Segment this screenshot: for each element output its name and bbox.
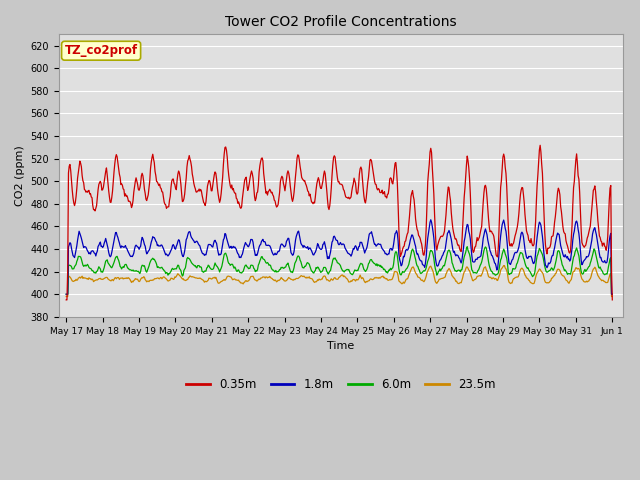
Y-axis label: CO2 (ppm): CO2 (ppm) [15, 145, 25, 206]
Legend: 0.35m, 1.8m, 6.0m, 23.5m: 0.35m, 1.8m, 6.0m, 23.5m [181, 373, 500, 396]
Text: TZ_co2prof: TZ_co2prof [65, 44, 138, 57]
X-axis label: Time: Time [328, 341, 355, 351]
Title: Tower CO2 Profile Concentrations: Tower CO2 Profile Concentrations [225, 15, 457, 29]
